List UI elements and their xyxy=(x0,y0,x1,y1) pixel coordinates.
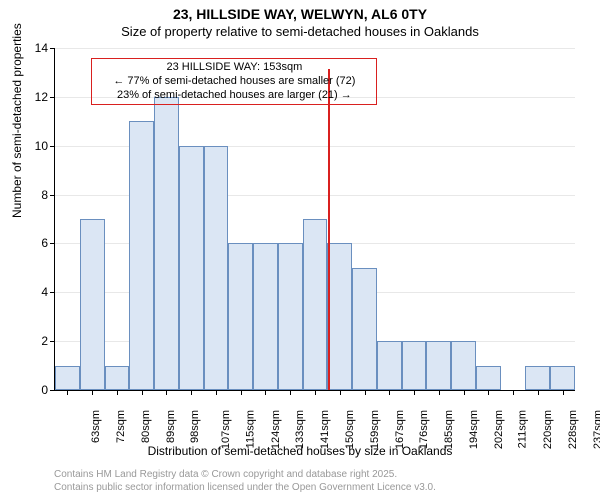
x-tick-mark xyxy=(117,390,118,395)
attribution: Contains HM Land Registry data © Crown c… xyxy=(54,468,436,494)
property-marker-line xyxy=(328,69,330,390)
x-tick-label: 211sqm xyxy=(517,410,529,448)
x-tick-mark xyxy=(191,390,192,395)
histogram-bar xyxy=(129,121,154,390)
x-tick-mark xyxy=(290,390,291,395)
plot-area: 23 HILLSIDE WAY: 153sqm← 77% of semi-det… xyxy=(54,48,575,391)
chart-subtitle: Size of property relative to semi-detach… xyxy=(0,24,600,39)
histogram-bar xyxy=(476,366,501,390)
histogram-bar xyxy=(179,146,204,390)
annotation-line: 23 HILLSIDE WAY: 153sqm xyxy=(96,61,372,75)
y-tick-mark xyxy=(50,292,55,293)
gridline xyxy=(55,48,575,49)
x-tick-mark xyxy=(216,390,217,395)
histogram-bar xyxy=(278,243,303,390)
annotation-box: 23 HILLSIDE WAY: 153sqm← 77% of semi-det… xyxy=(91,58,377,105)
x-tick-mark xyxy=(488,390,489,395)
histogram-bar xyxy=(253,243,278,390)
x-tick-mark xyxy=(538,390,539,395)
annotation-line: 23% of semi-detached houses are larger (… xyxy=(96,89,372,103)
y-tick-label: 0 xyxy=(0,383,48,397)
y-tick-mark xyxy=(50,341,55,342)
y-tick-mark xyxy=(50,195,55,196)
histogram-bar xyxy=(327,243,352,390)
y-tick-label: 4 xyxy=(0,285,48,299)
attribution-line-1: Contains HM Land Registry data © Crown c… xyxy=(54,468,436,481)
x-tick-label: 63sqm xyxy=(90,410,102,443)
x-tick-mark xyxy=(365,390,366,395)
histogram-bar xyxy=(451,341,476,390)
y-tick-label: 12 xyxy=(0,90,48,104)
histogram-bar xyxy=(204,146,229,390)
histogram-bar xyxy=(303,219,328,390)
histogram-bar xyxy=(525,366,550,390)
annotation-line: ← 77% of semi-detached houses are smalle… xyxy=(96,75,372,89)
histogram-bar xyxy=(55,366,80,390)
x-tick-label: 80sqm xyxy=(140,410,152,443)
x-tick-mark xyxy=(92,390,93,395)
x-tick-mark xyxy=(389,390,390,395)
histogram-bar xyxy=(105,366,130,390)
y-tick-label: 14 xyxy=(0,41,48,55)
histogram-bar xyxy=(377,341,402,390)
x-tick-mark xyxy=(315,390,316,395)
x-tick-mark xyxy=(241,390,242,395)
y-tick-mark xyxy=(50,48,55,49)
x-tick-label: 89sqm xyxy=(165,410,177,443)
chart-title: 23, HILLSIDE WAY, WELWYN, AL6 0TY xyxy=(0,6,600,22)
x-tick-label: 115sqm xyxy=(244,410,256,448)
x-tick-mark xyxy=(439,390,440,395)
chart-container: 23, HILLSIDE WAY, WELWYN, AL6 0TY Size o… xyxy=(0,0,600,500)
y-tick-mark xyxy=(50,390,55,391)
x-tick-mark xyxy=(464,390,465,395)
x-tick-label: 98sqm xyxy=(189,410,201,443)
y-tick-mark xyxy=(50,243,55,244)
y-tick-mark xyxy=(50,146,55,147)
histogram-bar xyxy=(402,341,427,390)
x-tick-mark xyxy=(563,390,564,395)
y-tick-label: 8 xyxy=(0,188,48,202)
x-tick-mark xyxy=(513,390,514,395)
attribution-line-2: Contains public sector information licen… xyxy=(54,481,436,494)
histogram-bar xyxy=(228,243,253,390)
histogram-bar xyxy=(352,268,377,390)
y-tick-label: 6 xyxy=(0,236,48,250)
x-tick-mark xyxy=(414,390,415,395)
y-tick-label: 10 xyxy=(0,139,48,153)
histogram-bar xyxy=(550,366,575,390)
x-tick-mark xyxy=(265,390,266,395)
histogram-bar xyxy=(154,97,179,390)
x-axis-label: Distribution of semi-detached houses by … xyxy=(0,444,600,458)
x-tick-mark xyxy=(142,390,143,395)
x-tick-mark xyxy=(340,390,341,395)
histogram-bar xyxy=(426,341,451,390)
x-tick-mark xyxy=(67,390,68,395)
x-tick-mark xyxy=(166,390,167,395)
y-tick-mark xyxy=(50,97,55,98)
histogram-bar xyxy=(80,219,105,390)
x-tick-label: 72sqm xyxy=(115,410,127,443)
y-tick-label: 2 xyxy=(0,334,48,348)
